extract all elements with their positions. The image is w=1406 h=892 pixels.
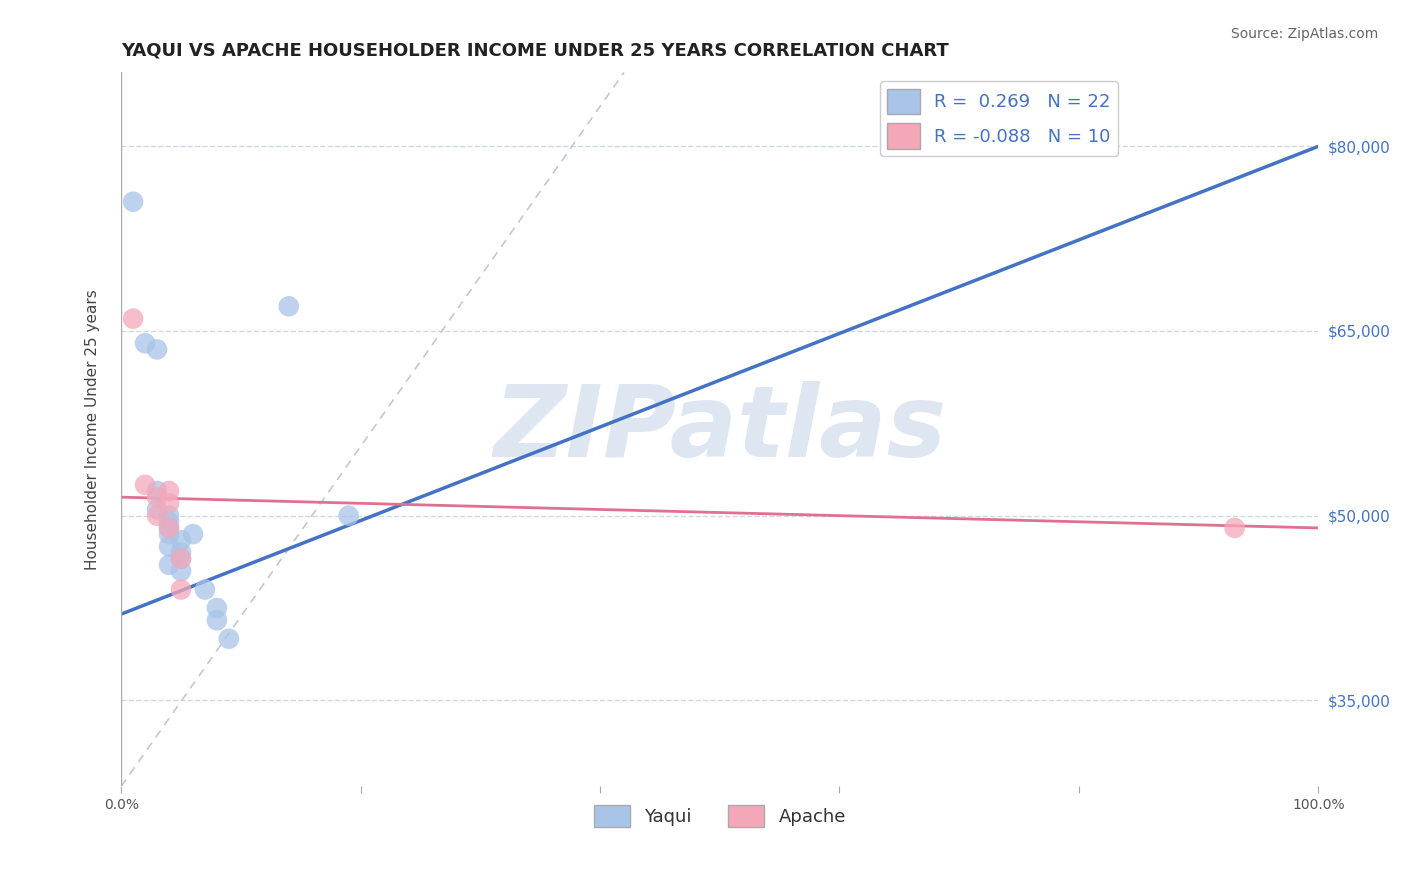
Point	[146, 343, 169, 357]
Point	[170, 545, 193, 559]
Point	[181, 527, 204, 541]
Point	[218, 632, 240, 646]
Point	[157, 515, 180, 529]
Point	[122, 194, 145, 209]
Point	[157, 527, 180, 541]
Point	[122, 311, 145, 326]
Point	[277, 299, 299, 313]
Y-axis label: Householder Income Under 25 years: Householder Income Under 25 years	[86, 289, 100, 570]
Point	[170, 533, 193, 548]
Point	[205, 613, 228, 627]
Text: Source: ZipAtlas.com: Source: ZipAtlas.com	[1230, 27, 1378, 41]
Text: YAQUI VS APACHE HOUSEHOLDER INCOME UNDER 25 YEARS CORRELATION CHART: YAQUI VS APACHE HOUSEHOLDER INCOME UNDER…	[121, 42, 949, 60]
Point	[157, 496, 180, 510]
Point	[157, 508, 180, 523]
Point	[337, 508, 360, 523]
Point	[1223, 521, 1246, 535]
Point	[205, 601, 228, 615]
Point	[146, 508, 169, 523]
Point	[157, 521, 180, 535]
Point	[134, 478, 156, 492]
Point	[157, 521, 180, 535]
Point	[170, 564, 193, 578]
Point	[157, 483, 180, 498]
Legend: Yaqui, Apache: Yaqui, Apache	[586, 798, 853, 835]
Point	[170, 551, 193, 566]
Point	[194, 582, 217, 597]
Point	[146, 483, 169, 498]
Point	[134, 336, 156, 351]
Point	[170, 582, 193, 597]
Text: ZIPatlas: ZIPatlas	[494, 381, 946, 478]
Point	[157, 558, 180, 572]
Point	[170, 551, 193, 566]
Point	[157, 540, 180, 554]
Point	[146, 502, 169, 516]
Point	[146, 490, 169, 504]
